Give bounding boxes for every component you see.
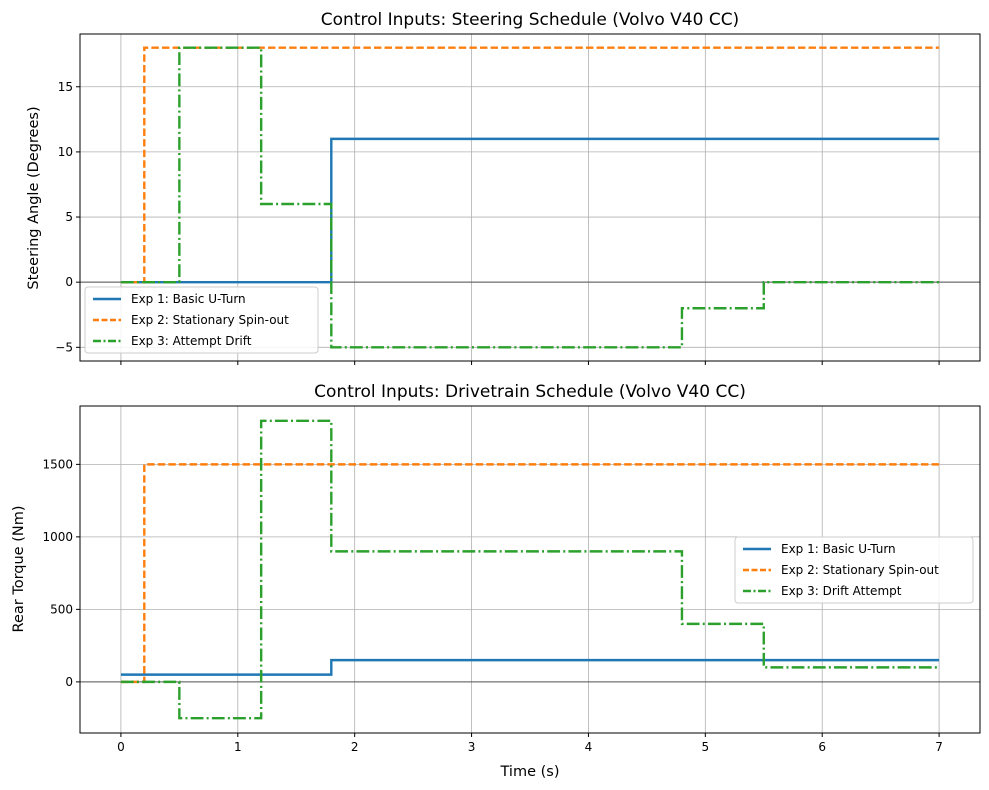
axes-frame <box>79 405 981 734</box>
x-tick-label: 0 <box>117 740 125 754</box>
series-line <box>120 419 940 720</box>
y-tick-label: −5 <box>55 340 73 354</box>
drivetrain-chart: Control Inputs: Drivetrain Schedule (Vol… <box>11 382 981 780</box>
chart-title: Control Inputs: Drivetrain Schedule (Vol… <box>314 382 746 402</box>
y-axis-label: Rear Torque (Nm) <box>11 506 27 633</box>
chart-title: Control Inputs: Steering Schedule (Volvo… <box>321 10 739 30</box>
legend-label: Exp 2: Stationary Spin-out <box>131 313 289 327</box>
legend-label: Exp 1: Basic U-Turn <box>781 542 896 556</box>
ticks: 0 1 2 3 4 5 6 7 0 500 1000 1500 <box>42 457 942 754</box>
y-tick-label: 1000 <box>42 530 73 544</box>
y-axis-label: Steering Angle (Degrees) <box>26 106 42 289</box>
y-tick-label: 0 <box>65 675 73 689</box>
y-tick-label: 0 <box>65 275 73 289</box>
x-tick-label: 7 <box>935 740 943 754</box>
legend-box <box>734 536 974 604</box>
y-tick-label: 10 <box>58 145 73 159</box>
legend-box <box>84 286 319 354</box>
axes-frame <box>79 33 981 362</box>
x-tick-label: 1 <box>234 740 242 754</box>
legend-label: Exp 2: Stationary Spin-out <box>781 563 939 577</box>
x-axis-label: Time (s) <box>500 764 560 780</box>
grid <box>80 34 980 361</box>
series-line <box>120 137 940 284</box>
legend: Exp 1: Basic U-Turn Exp 2: Stationary Spi… <box>734 536 974 604</box>
legend-label: Exp 1: Basic U-Turn <box>131 292 246 306</box>
series-line <box>120 46 940 349</box>
y-tick-label: 500 <box>50 602 73 616</box>
x-tick-label: 2 <box>351 740 359 754</box>
x-tick-label: 6 <box>818 740 826 754</box>
y-tick-label: 1500 <box>42 457 73 471</box>
ticks: −5 0 5 10 15 <box>55 80 940 365</box>
x-tick-label: 4 <box>585 740 593 754</box>
y-tick-label: 15 <box>58 80 73 94</box>
legend-label: Exp 3: Drift Attempt <box>781 584 902 598</box>
series-line <box>120 658 940 676</box>
steering-chart: Control Inputs: Steering Schedule (Volvo… <box>26 10 981 365</box>
legend: Exp 1: Basic U-Turn Exp 2: Stationary Spi… <box>84 286 319 354</box>
y-tick-label: 5 <box>65 210 73 224</box>
x-tick-label: 5 <box>702 740 710 754</box>
x-tick-label: 3 <box>468 740 476 754</box>
legend-label: Exp 3: Attempt Drift <box>131 334 252 348</box>
